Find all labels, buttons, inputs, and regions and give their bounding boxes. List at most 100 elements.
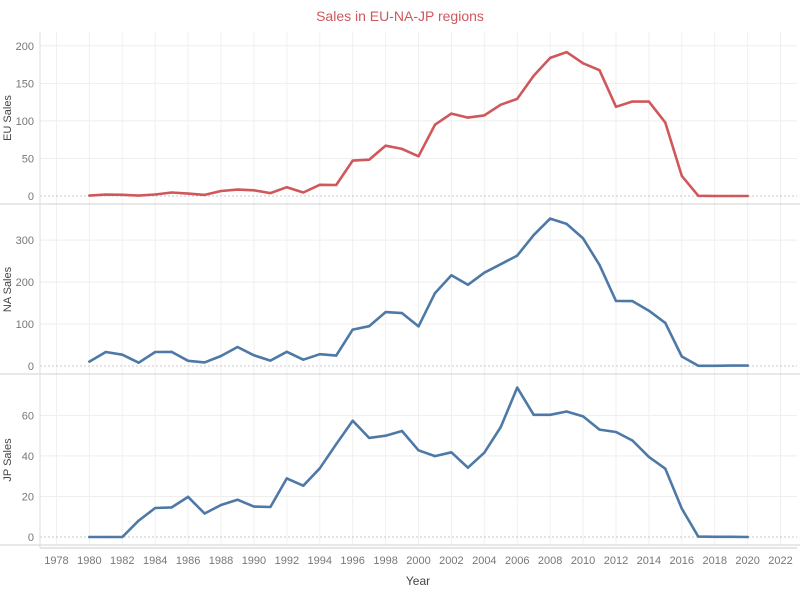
eu-data-point [532,74,535,77]
jp-data-point [713,535,716,538]
eu-data-point [400,147,404,151]
eu-y-tick-label: 150 [16,78,34,90]
jp-data-point [153,506,157,510]
x-tick-label: 1980 [77,555,101,567]
na-data-point [400,311,404,315]
jp-data-point [433,454,437,458]
eu-axis-label: EU Sales [2,95,14,141]
na-data-point [614,299,618,303]
eu-data-point [499,103,502,106]
eu-data-point [335,183,338,187]
jp-data-point [466,466,470,469]
na-data-point [252,354,256,357]
eu-data-point [664,121,667,124]
eu-data-point [581,62,585,65]
jp-data-point [384,434,387,437]
jp-y-tick-label: 40 [22,451,34,463]
x-tick-label: 1994 [308,555,332,567]
x-tick-label: 1992 [275,555,299,567]
na-data-point [565,222,568,226]
eu-data-point [729,194,733,198]
na-data-point [269,359,272,362]
jp-data-point [532,413,535,416]
x-tick-label: 1986 [176,555,200,567]
eu-data-point [598,69,601,72]
na-data-point [121,353,124,356]
eu-data-point [433,123,437,126]
jp-data-point [746,535,749,539]
jp-data-point [565,410,568,413]
x-tick-label: 1988 [209,555,233,567]
jp-y-tick-label: 0 [28,532,34,544]
na-data-point [170,350,173,354]
jp-data-point [664,467,667,470]
na-data-point [598,263,601,267]
x-tick-label: 1990 [242,555,266,567]
jp-data-point [614,430,618,434]
eu-data-point [746,194,749,198]
na-data-point [516,254,519,257]
na-data-point [367,325,371,328]
x-tick-label: 2002 [439,555,463,567]
jp-data-point [729,535,733,538]
jp-data-point [697,535,700,538]
na-data-point [236,345,239,349]
x-tick-label: 2010 [571,555,595,567]
eu-data-point [713,194,716,198]
na-data-point [548,217,552,220]
eu-data-point [88,194,91,197]
jp-data-point [236,498,239,501]
eu-data-point [565,50,568,54]
chart-title: Sales in EU-NA-JP regions [316,8,484,24]
jp-data-point [137,519,140,522]
eu-data-point [417,155,420,158]
x-tick-label: 2014 [637,555,661,567]
jp-data-point [302,484,305,487]
na-data-point [285,350,289,353]
eu-data-point [450,112,453,115]
jp-data-point [400,429,404,433]
na-data-point [631,299,634,303]
eu-y-tick-label: 0 [28,191,34,203]
x-tick-label: 1984 [143,555,167,567]
eu-data-point [483,114,486,117]
jp-data-point [417,449,420,452]
eu-data-point [121,193,124,196]
x-tick-label: 1978 [44,555,68,567]
x-tick-label: 2022 [768,555,792,567]
na-data-point [153,350,157,354]
jp-data-point [450,451,453,454]
x-tick-label: 2006 [505,555,529,567]
jp-data-point [121,535,124,539]
eu-data-point [516,97,519,101]
na-data-point [203,361,206,364]
jp-data-point [88,535,91,539]
jp-data-point [499,425,502,429]
eu-data-point [203,193,206,197]
na-y-tick-label: 0 [28,361,34,373]
jp-data-point [680,507,684,510]
na-data-point [483,271,486,274]
eu-data-point [697,194,700,198]
x-axis-label: Year [406,574,430,588]
eu-data-point [614,105,618,108]
eu-data-point [680,174,684,178]
jp-data-point [269,505,272,509]
na-data-point [746,364,749,367]
eu-data-point [219,189,223,193]
na-y-tick-label: 100 [16,319,34,331]
jp-data-point [186,495,190,499]
na-data-point [351,328,354,331]
na-data-point [186,359,190,362]
na-data-point [104,350,108,354]
jp-data-point [483,451,486,454]
x-tick-label: 1996 [340,555,364,567]
na-data-point [664,321,667,325]
jp-axis-label: JP Sales [2,438,14,482]
na-data-point [499,263,502,266]
jp-data-point [335,442,338,446]
eu-y-tick-label: 200 [16,41,34,53]
na-data-point [450,274,453,277]
jp-data-point [318,467,321,470]
